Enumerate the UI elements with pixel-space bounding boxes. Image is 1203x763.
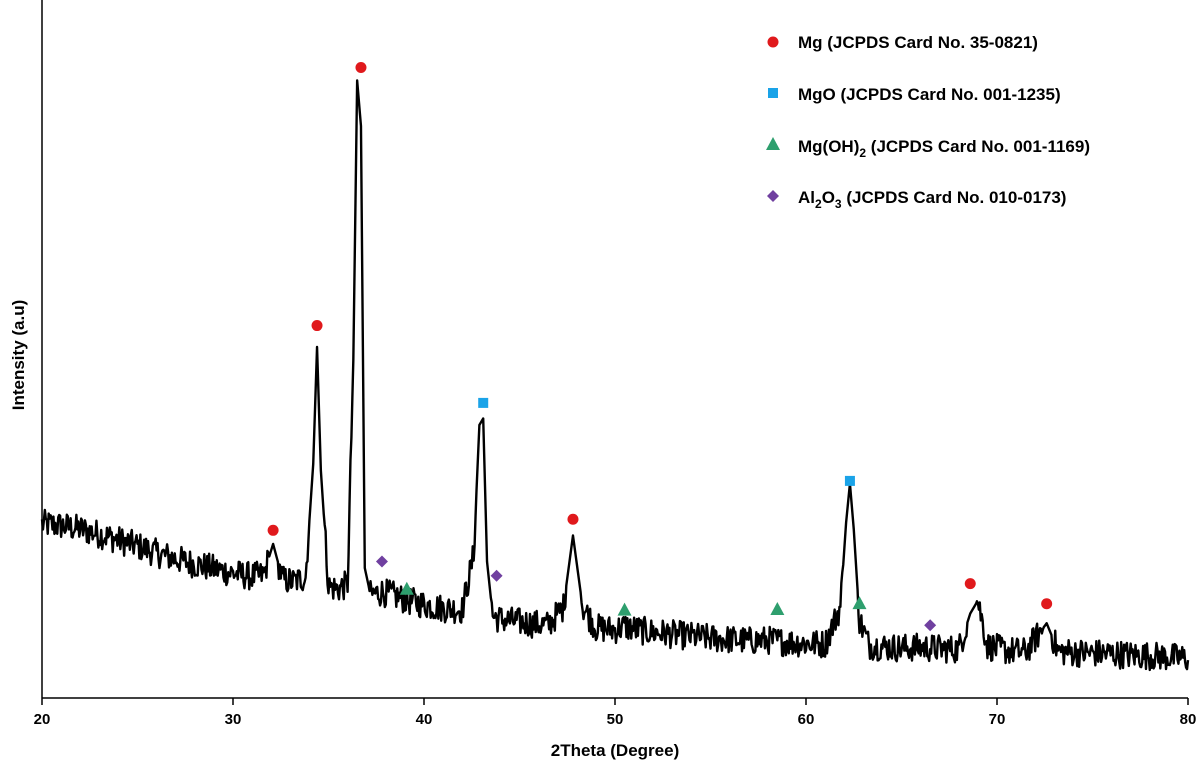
- peak-marker-al2o3: [924, 619, 937, 632]
- legend-marker-al2o3: [767, 190, 779, 202]
- peak-marker-mg: [267, 524, 279, 536]
- peak-marker-al2o3: [490, 569, 503, 582]
- peak-marker-al2o3: [375, 555, 388, 568]
- peak-marker-mg: [567, 513, 579, 525]
- x-ticks: 20 30 40 50 60 70 80: [34, 698, 1197, 728]
- peak-marker-mgoh2: [852, 596, 867, 610]
- peak-marker-mgo: [844, 475, 855, 486]
- legend-marker-mgo: [768, 88, 778, 98]
- legend-label-mgoh2: Mg(OH)2 (JCPDS Card No. 001-1169): [798, 137, 1090, 160]
- y-axis-title: Intensity (a.u): [9, 300, 28, 411]
- legend-label-mg: Mg (JCPDS Card No. 35-0821): [798, 33, 1038, 52]
- x-tick-label: 40: [416, 711, 433, 728]
- peak-marker-mg: [964, 578, 976, 590]
- xrd-pattern-line: [40, 79, 1190, 672]
- x-axis-title: 2Theta (Degree): [551, 741, 679, 760]
- x-tick-label: 50: [607, 711, 624, 728]
- x-tick-label: 80: [1180, 711, 1197, 728]
- peak-marker-mgoh2: [617, 602, 632, 616]
- peak-marker-mgoh2: [770, 601, 785, 615]
- phase-markers: [267, 62, 1053, 632]
- peak-marker-mgo: [478, 397, 489, 408]
- x-tick-label: 30: [225, 711, 242, 728]
- legend-marker-mg: [767, 36, 779, 48]
- legend-label-al2o3: Al2O3 (JCPDS Card No. 010-0173): [798, 188, 1066, 211]
- peak-marker-mgoh2: [399, 581, 414, 595]
- legend-label-mgo: MgO (JCPDS Card No. 001-1235): [798, 85, 1061, 104]
- peak-marker-mg: [1041, 598, 1053, 610]
- legend: Mg (JCPDS Card No. 35-0821) MgO (JCPDS C…: [766, 33, 1090, 211]
- x-tick-label: 20: [34, 711, 51, 728]
- x-tick-label: 70: [989, 711, 1006, 728]
- peak-marker-mg: [355, 62, 367, 73]
- x-tick-label: 60: [798, 711, 815, 728]
- peak-marker-mg: [311, 320, 323, 332]
- legend-marker-mgoh2: [766, 137, 780, 150]
